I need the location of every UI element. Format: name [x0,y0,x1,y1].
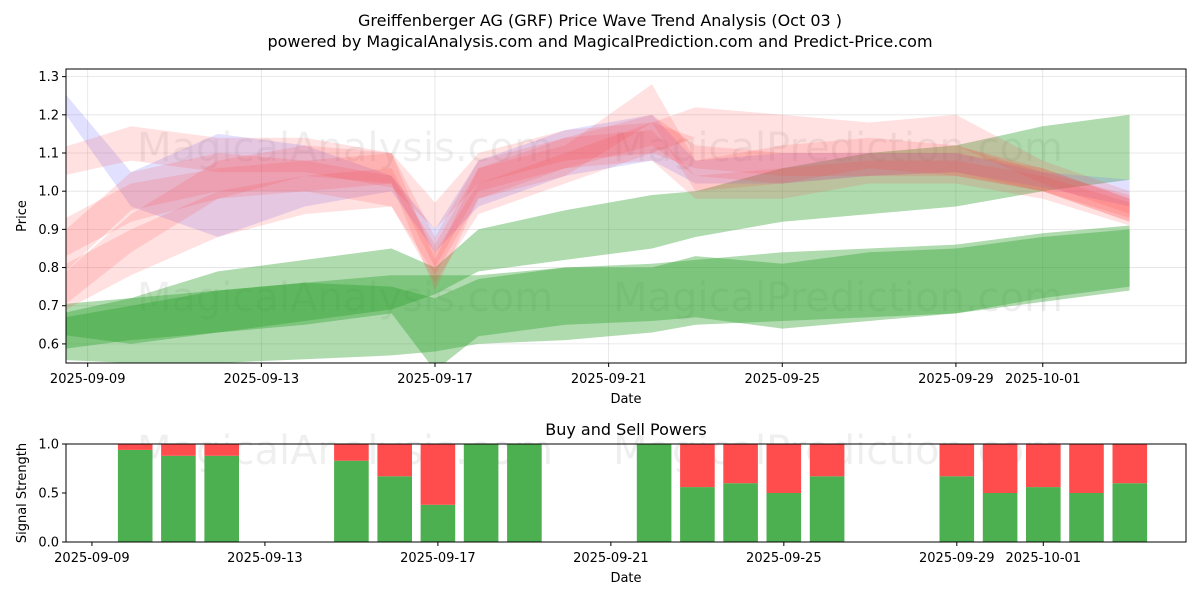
buy-bar [766,493,802,542]
price-band-red-8 [66,114,1130,268]
power-y-tick-label: 1.0 [38,438,59,453]
price-panel: MagicalAnalysis.com MagicalPrediction.co… [15,68,1187,407]
sell-bar [334,444,369,461]
buy-bar [680,487,715,542]
buy-bar [204,455,239,542]
price-y-label: Price [15,200,30,232]
power-x-tick-label: 2025-09-25 [746,551,822,566]
price-y-axis: 0.6 0.7 0.8 0.9 1.0 1.1 1.2 1.3 [38,70,66,352]
price-grid [66,69,1186,363]
price-band-red-9 [66,130,1130,304]
price-x-label: Date [610,392,641,407]
watermark-mid-left: MagicalAnalysis.com [137,275,553,321]
buy-bar [507,444,542,542]
sell-bar [680,444,715,488]
sell-bar [117,444,153,450]
power-panel: Buy and Sell Powers MagicalAnalysis.com … [15,420,1187,586]
price-y-tick-label: 0.9 [38,223,59,238]
chart-title-line2: powered by MagicalAnalysis.com and Magic… [267,32,932,51]
power-bars [117,444,1148,542]
sell-bar [1112,444,1148,484]
price-x-tick-label: 2025-09-29 [918,372,994,387]
sell-bar [766,444,802,493]
buy-bar [1026,487,1061,542]
power-x-tick-label: 2025-09-17 [400,551,476,566]
power-y-label: Signal Strength [15,443,30,543]
buy-bar [1112,483,1148,542]
sell-bar [939,444,975,477]
power-x-tick-label: 2025-09-29 [919,551,995,566]
price-y-tick-label: 0.8 [38,261,59,276]
price-plot-frame [66,69,1186,363]
sell-bar [982,444,1018,493]
price-x-tick-label: 2025-09-21 [571,372,647,387]
sell-bar [723,444,758,484]
power-x-tick-label: 2025-09-21 [573,551,649,566]
sell-bar [809,444,845,477]
price-bands [66,84,1130,363]
buy-bar [939,476,975,542]
sell-bar [204,444,239,456]
buy-bar [636,444,672,542]
price-band-green-1 [66,114,1130,344]
power-y-tick-label: 0.5 [38,487,59,502]
price-x-tick-label: 2025-09-13 [224,372,300,387]
power-y-tick-label: 0.0 [38,536,59,551]
power-x-tick-label: 2025-09-09 [54,551,130,566]
price-band-green-2 [66,225,1130,363]
power-x-tick-label: 2025-09-13 [227,551,303,566]
price-x-tick-label: 2025-09-25 [744,372,820,387]
price-band-red-7 [66,122,1130,310]
power-title: Buy and Sell Powers [545,420,707,439]
chart-title-line1: Greiffenberger AG (GRF) Price Wave Trend… [358,11,842,30]
buy-bar [377,476,412,542]
price-band-red-5 [66,107,1130,230]
power-x-label: Date [610,571,641,586]
price-plot-border [65,68,1187,364]
watermark-top-right: MagicalPrediction.com [613,125,1063,171]
sell-bar [161,444,196,456]
buy-bar [982,493,1018,542]
watermark-mid-right: MagicalPrediction.com [613,275,1063,321]
sell-bar [420,444,456,505]
price-x-tick-label: 2025-09-09 [50,372,126,387]
sell-bar [1069,444,1104,493]
price-band-red-6 [66,84,1130,276]
buy-bar [117,449,153,542]
buy-bar [1069,493,1104,542]
price-y-tick-label: 1.3 [38,70,59,85]
price-x-tick-label: 2025-09-17 [397,372,473,387]
sell-bar [377,444,412,477]
buy-bar [420,504,456,542]
watermark-top-left: MagicalAnalysis.com [137,125,553,171]
price-watermarks: MagicalAnalysis.com MagicalPrediction.co… [137,125,1063,321]
buy-bar [809,476,845,542]
price-y-tick-label: 0.7 [38,299,59,314]
price-band-blue-4 [66,94,1130,253]
price-x-axis: 2025-09-09 2025-09-13 2025-09-17 2025-09-21… [50,363,1081,387]
price-y-tick-label: 0.6 [38,337,59,352]
power-x-tick-label: 2025-10-01 [1006,551,1082,566]
power-x-axis: 2025-09-09 2025-09-13 2025-09-17 2025-09-21… [54,542,1081,566]
buy-bar [161,455,196,542]
buy-bar [463,444,499,542]
buy-bar [723,483,758,542]
power-y-axis: 0.0 0.5 1.0 [38,438,66,551]
price-y-tick-label: 1.2 [38,108,59,123]
price-y-tick-label: 1.1 [38,147,59,162]
sell-bar [1026,444,1061,488]
price-x-tick-label: 2025-10-01 [1005,372,1081,387]
buy-bar [334,460,369,542]
price-band-green-3 [66,229,1130,363]
price-y-tick-label: 1.0 [38,185,59,200]
